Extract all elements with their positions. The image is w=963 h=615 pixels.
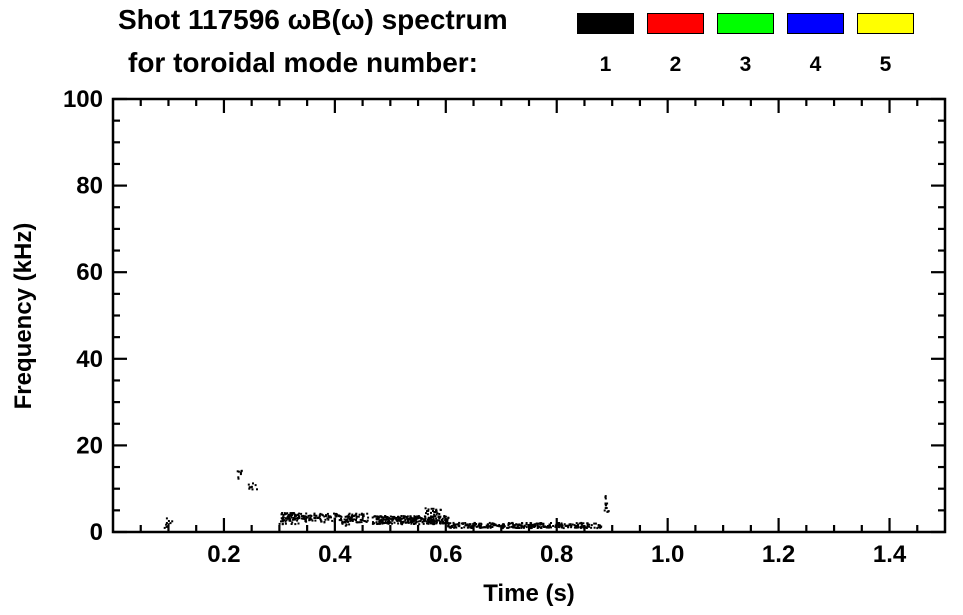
series-n1 xyxy=(163,469,610,530)
legend-swatch-mode-2 xyxy=(647,13,704,34)
x-tick-label: 1.4 xyxy=(873,541,907,568)
legend-label-mode-1: 1 xyxy=(599,53,612,76)
y-tick-label: 40 xyxy=(76,346,103,373)
x-tick-label: 0.2 xyxy=(207,541,240,568)
axis-ticks xyxy=(113,97,945,534)
x-tick-label: 0.8 xyxy=(540,541,573,568)
y-tick-label: 60 xyxy=(76,259,103,286)
legend-label-mode-4: 4 xyxy=(809,53,822,76)
legend-label-mode-3: 3 xyxy=(739,53,752,76)
y-tick-label: 100 xyxy=(63,86,103,113)
x-tick-label: 1.0 xyxy=(651,541,684,568)
legend-swatch-mode-3 xyxy=(717,13,774,34)
legend-swatch-mode-4 xyxy=(787,13,844,34)
legend-swatch-mode-5 xyxy=(857,13,914,34)
y-tick-label: 0 xyxy=(90,519,103,546)
chart-title-line2: for toroidal mode number: xyxy=(128,47,478,78)
y-axis-title: Frequency (kHz) xyxy=(10,222,37,410)
plot-frame xyxy=(111,97,947,534)
y-tick-label: 20 xyxy=(76,432,103,459)
x-tick-label: 0.6 xyxy=(429,541,462,568)
legend-swatch-mode-1 xyxy=(577,13,634,34)
x-axis-title: Time (s) xyxy=(483,580,575,607)
x-tick-label: 0.4 xyxy=(318,541,352,568)
legend-labels: 1 2 3 4 5 xyxy=(577,53,914,77)
y-tick-label: 80 xyxy=(76,173,103,200)
legend-label-mode-5: 5 xyxy=(879,53,892,76)
tick-labels: 0.2 0.4 0.6 0.8 1.0 1.2 1.4 0 20 40 60 80 100 xyxy=(63,86,907,568)
legend-swatches xyxy=(577,13,914,34)
chart-title-line1: Shot 117596 ωB(ω) spectrum xyxy=(118,4,508,35)
legend-label-mode-2: 2 xyxy=(669,53,682,76)
x-tick-label: 1.2 xyxy=(762,541,795,568)
